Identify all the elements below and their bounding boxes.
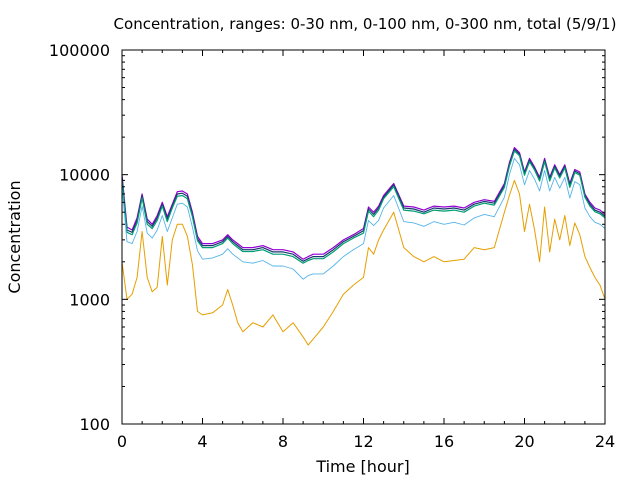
x-tick-label: 20 xyxy=(514,432,534,451)
x-tick-label: 4 xyxy=(197,432,207,451)
x-tick-label: 24 xyxy=(595,432,615,451)
x-tick-label: 0 xyxy=(117,432,127,451)
y-tick-label: 100000 xyxy=(49,41,110,60)
y-tick-label: 1000 xyxy=(69,290,110,309)
series-line-5 xyxy=(121,179,606,346)
x-axis-label: Time [hour] xyxy=(315,457,409,476)
y-axis-label: Concentration xyxy=(5,180,24,293)
y-tick-label: 100 xyxy=(79,415,110,434)
x-tick-label: 16 xyxy=(434,432,454,451)
x-tick-label: 12 xyxy=(353,432,373,451)
chart-title: Concentration, ranges: 0-30 nm, 0-100 nm… xyxy=(114,15,617,33)
ticks-layer: 0 4 8 12 16 20 24 100 1000 10000 100000 xyxy=(49,41,615,451)
y-tick-label: 10000 xyxy=(59,166,110,185)
series-layer xyxy=(121,147,606,346)
series-line-4 xyxy=(121,157,606,280)
series-line-3 xyxy=(121,150,606,264)
x-tick-label: 8 xyxy=(278,432,288,451)
